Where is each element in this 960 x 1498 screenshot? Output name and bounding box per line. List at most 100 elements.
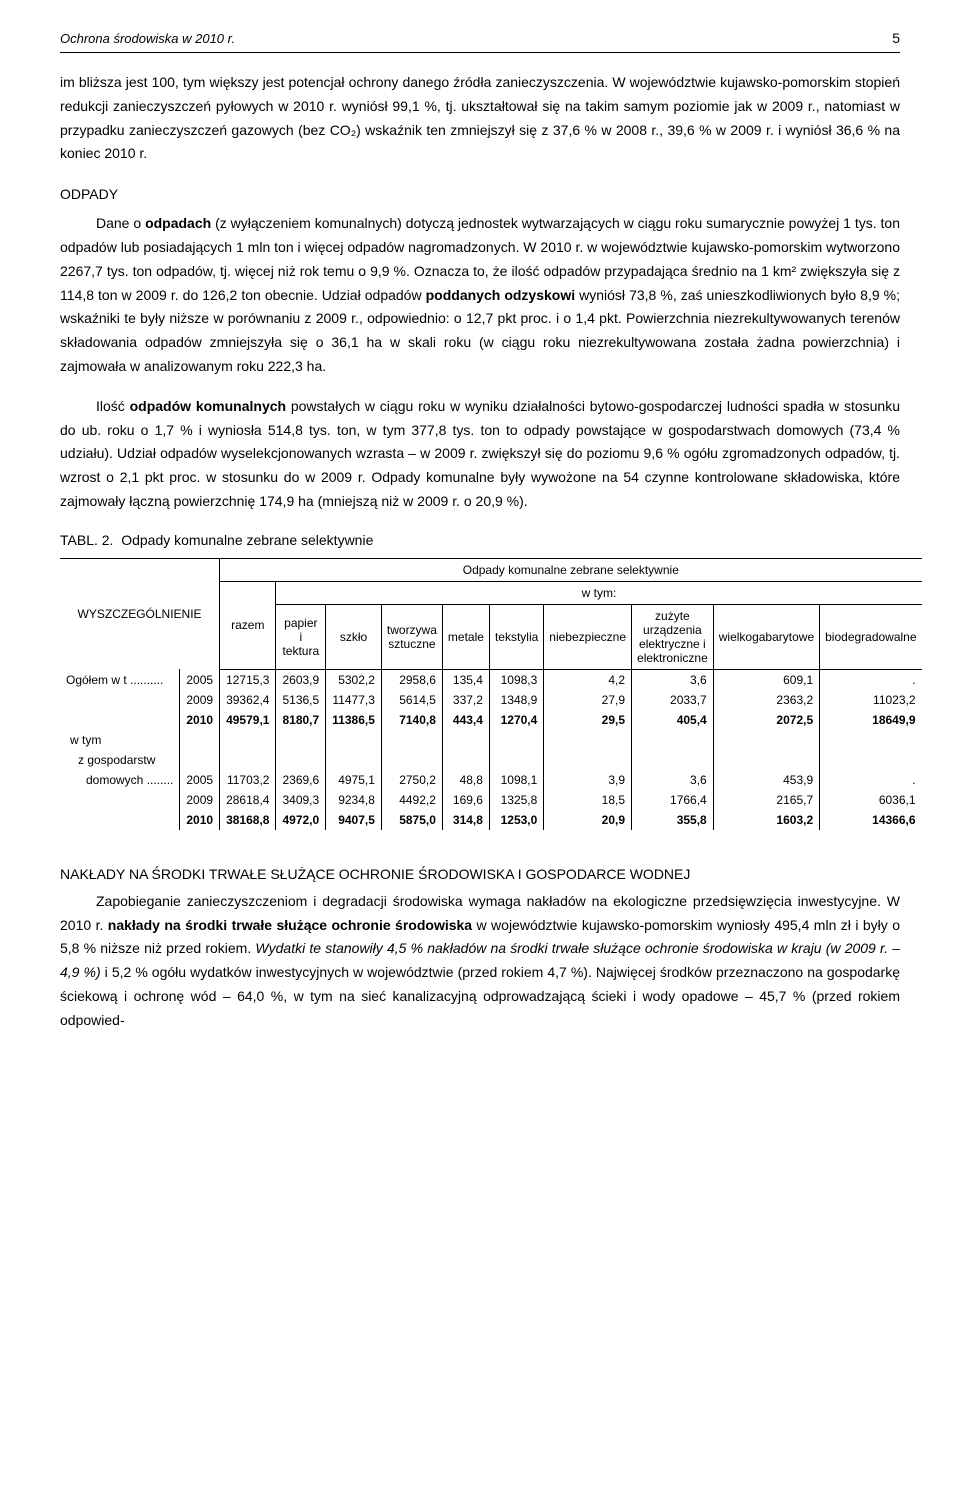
table-row: w tym (60, 730, 922, 750)
cell: 39362,4 (220, 690, 276, 710)
cell: 11023,2 (820, 690, 922, 710)
col-h: niebezpieczne (544, 604, 632, 669)
col-h: tekstylia (489, 604, 543, 669)
cell: 453,9 (713, 770, 819, 790)
col-wtym: w tym: (276, 581, 922, 604)
cell: 7140,8 (381, 710, 442, 730)
cell (381, 750, 442, 770)
cell (442, 730, 489, 750)
row-sublabel: z gospodarstw (60, 750, 180, 770)
cell (276, 750, 326, 770)
cell: 18649,9 (820, 710, 922, 730)
cell: 29,5 (544, 710, 632, 730)
cell: 405,4 (632, 710, 714, 730)
cell (489, 730, 543, 750)
col-h: papier i tektura (276, 604, 326, 669)
cell (276, 730, 326, 750)
cell (180, 750, 220, 770)
text: i 5,2 % ogółu wydatków inwestycyjnych w … (60, 964, 900, 1028)
cell: 2369,6 (276, 770, 326, 790)
cell: 314,8 (442, 810, 489, 830)
cell: 1270,4 (489, 710, 543, 730)
intro-paragraph: im bliższa jest 100, tym większy jest po… (60, 71, 900, 166)
cell: 2603,9 (276, 669, 326, 690)
cell: 18,5 (544, 790, 632, 810)
cell: 5302,2 (326, 669, 382, 690)
col-h: tworzywa sztuczne (381, 604, 442, 669)
page-root: Ochrona środowiska w 2010 r. 5 im bliższ… (0, 0, 960, 1089)
cell: 2033,7 (632, 690, 714, 710)
row-year: 2010 (180, 710, 220, 730)
cell: 169,6 (442, 790, 489, 810)
header-rule (60, 52, 900, 53)
cell (820, 750, 922, 770)
cell: 5136,5 (276, 690, 326, 710)
cell: 14366,6 (820, 810, 922, 830)
row-year: 2009 (180, 790, 220, 810)
table-row: 200939362,45136,511477,35614,5337,21348,… (60, 690, 922, 710)
cell: 4,2 (544, 669, 632, 690)
col-span-header: Odpady komunalne zebrane selektywnie (220, 558, 922, 581)
table-caption: TABL. 2. Odpady komunalne zebrane selekt… (60, 532, 900, 548)
cell: 135,4 (442, 669, 489, 690)
cell: 337,2 (442, 690, 489, 710)
cell: 11703,2 (220, 770, 276, 790)
text: Ilość (96, 398, 130, 414)
cell (544, 750, 632, 770)
odpady-title: ODPADY (60, 186, 900, 202)
cell: 1098,3 (489, 669, 543, 690)
table-row: z gospodarstw (60, 750, 922, 770)
cell: 5875,0 (381, 810, 442, 830)
cell (220, 750, 276, 770)
cell (442, 750, 489, 770)
row-year: 2005 (180, 770, 220, 790)
cell: 4972,0 (276, 810, 326, 830)
cell: 4975,1 (326, 770, 382, 790)
cell (489, 750, 543, 770)
cell: 3,6 (632, 770, 714, 790)
row-sublabel: w tym (60, 730, 180, 750)
naklady-para: Zapobieganie zanieczyszczeniom i degrada… (60, 890, 900, 1033)
row-label (60, 790, 180, 810)
row-label (60, 710, 180, 730)
row-label (60, 690, 180, 710)
cell: . (820, 770, 922, 790)
row-label: Ogółem w t .......... (60, 669, 180, 690)
cell (381, 730, 442, 750)
cell (326, 730, 382, 750)
cell: 5614,5 (381, 690, 442, 710)
cell: 3409,3 (276, 790, 326, 810)
cell: 11386,5 (326, 710, 382, 730)
odpady-para-2: Ilość odpadów komunalnych powstałych w c… (60, 395, 900, 514)
caption-prefix: TABL. 2. (60, 532, 113, 548)
data-table: WYSZCZEGÓLNIENIE Odpady komunalne zebran… (60, 558, 922, 830)
cell (220, 730, 276, 750)
odpady-para-1: Dane o odpadach (z wyłączeniem komunalny… (60, 212, 900, 379)
page-header: Ochrona środowiska w 2010 r. 5 (60, 30, 900, 52)
table-body: Ogółem w t .......... 2005 12715,32603,953… (60, 669, 922, 830)
text: powstałych w ciągu roku w wyniku działal… (60, 398, 900, 509)
cell (632, 730, 714, 750)
cell: 12715,3 (220, 669, 276, 690)
cell: 20,9 (544, 810, 632, 830)
cell: 3,9 (544, 770, 632, 790)
header-title: Ochrona środowiska w 2010 r. (60, 31, 235, 46)
col-razem: razem (220, 581, 276, 669)
col-h: metale (442, 604, 489, 669)
cell: 355,8 (632, 810, 714, 830)
cell: 38168,8 (220, 810, 276, 830)
col-h: zużyte urządzenia elektryczne i elektron… (632, 604, 714, 669)
cell: 443,4 (442, 710, 489, 730)
cell: 27,9 (544, 690, 632, 710)
text-bold: poddanych odzyskowi (426, 287, 576, 303)
cell (632, 750, 714, 770)
cell: 2072,5 (713, 710, 819, 730)
cell: 9234,8 (326, 790, 382, 810)
cell: 48,8 (442, 770, 489, 790)
col-h: szkło (326, 604, 382, 669)
col-h: wielkogabarytowe (713, 604, 819, 669)
cell (820, 730, 922, 750)
cell: 1348,9 (489, 690, 543, 710)
table-row: 201049579,18180,711386,57140,8443,41270,… (60, 710, 922, 730)
text-bold: odpadach (145, 215, 211, 231)
